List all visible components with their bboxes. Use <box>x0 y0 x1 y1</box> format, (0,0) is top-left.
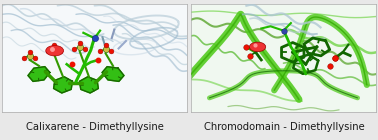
Circle shape <box>249 42 266 52</box>
Polygon shape <box>102 67 124 81</box>
Polygon shape <box>54 77 73 93</box>
Polygon shape <box>28 67 50 81</box>
Text: Calixarene - Dimethyllysine: Calixarene - Dimethyllysine <box>26 122 163 132</box>
Text: Chromodomain - Dimethyllysine: Chromodomain - Dimethyllysine <box>204 122 365 132</box>
Polygon shape <box>79 77 98 93</box>
Circle shape <box>46 46 64 56</box>
